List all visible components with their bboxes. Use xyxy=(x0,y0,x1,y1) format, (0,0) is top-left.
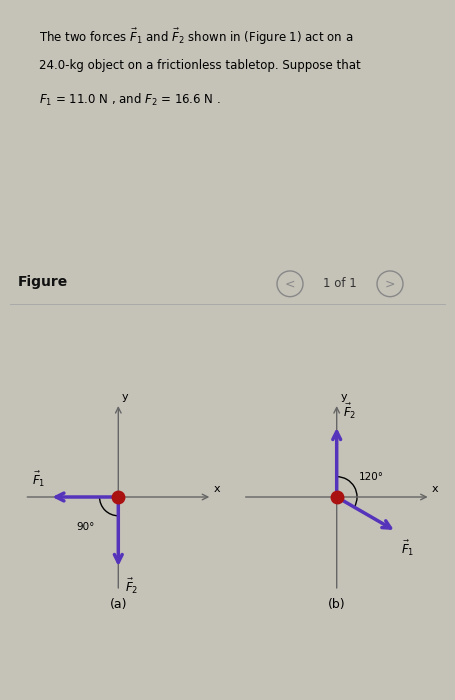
Text: 90°: 90° xyxy=(76,522,95,532)
Text: $F_1$ = 11.0 N , and $F_2$ = 16.6 N .: $F_1$ = 11.0 N , and $F_2$ = 16.6 N . xyxy=(39,92,221,108)
Text: $\vec{F}_1$: $\vec{F}_1$ xyxy=(31,470,45,489)
Text: >: > xyxy=(385,277,395,290)
Text: x: x xyxy=(213,484,220,494)
Text: (b): (b) xyxy=(328,598,345,611)
Text: 24.0-kg object on a frictionless tabletop. Suppose that: 24.0-kg object on a frictionless tableto… xyxy=(39,59,361,72)
Text: y: y xyxy=(122,392,129,402)
Text: $\vec{F}_2$: $\vec{F}_2$ xyxy=(343,402,356,421)
Text: y: y xyxy=(340,392,347,402)
Text: <: < xyxy=(285,277,295,290)
Text: $\vec{F}_1$: $\vec{F}_1$ xyxy=(401,539,415,558)
Text: (a): (a) xyxy=(110,598,127,611)
Text: Figure: Figure xyxy=(18,275,68,289)
Text: $\vec{F}_2$: $\vec{F}_2$ xyxy=(125,577,138,596)
Text: The two forces $\vec{F}_1$ and $\vec{F}_2$ shown in (Figure 1) act on a: The two forces $\vec{F}_1$ and $\vec{F}_… xyxy=(39,27,354,46)
Text: x: x xyxy=(432,484,439,494)
Text: 120°: 120° xyxy=(359,472,384,482)
Text: 1 of 1: 1 of 1 xyxy=(323,277,357,290)
